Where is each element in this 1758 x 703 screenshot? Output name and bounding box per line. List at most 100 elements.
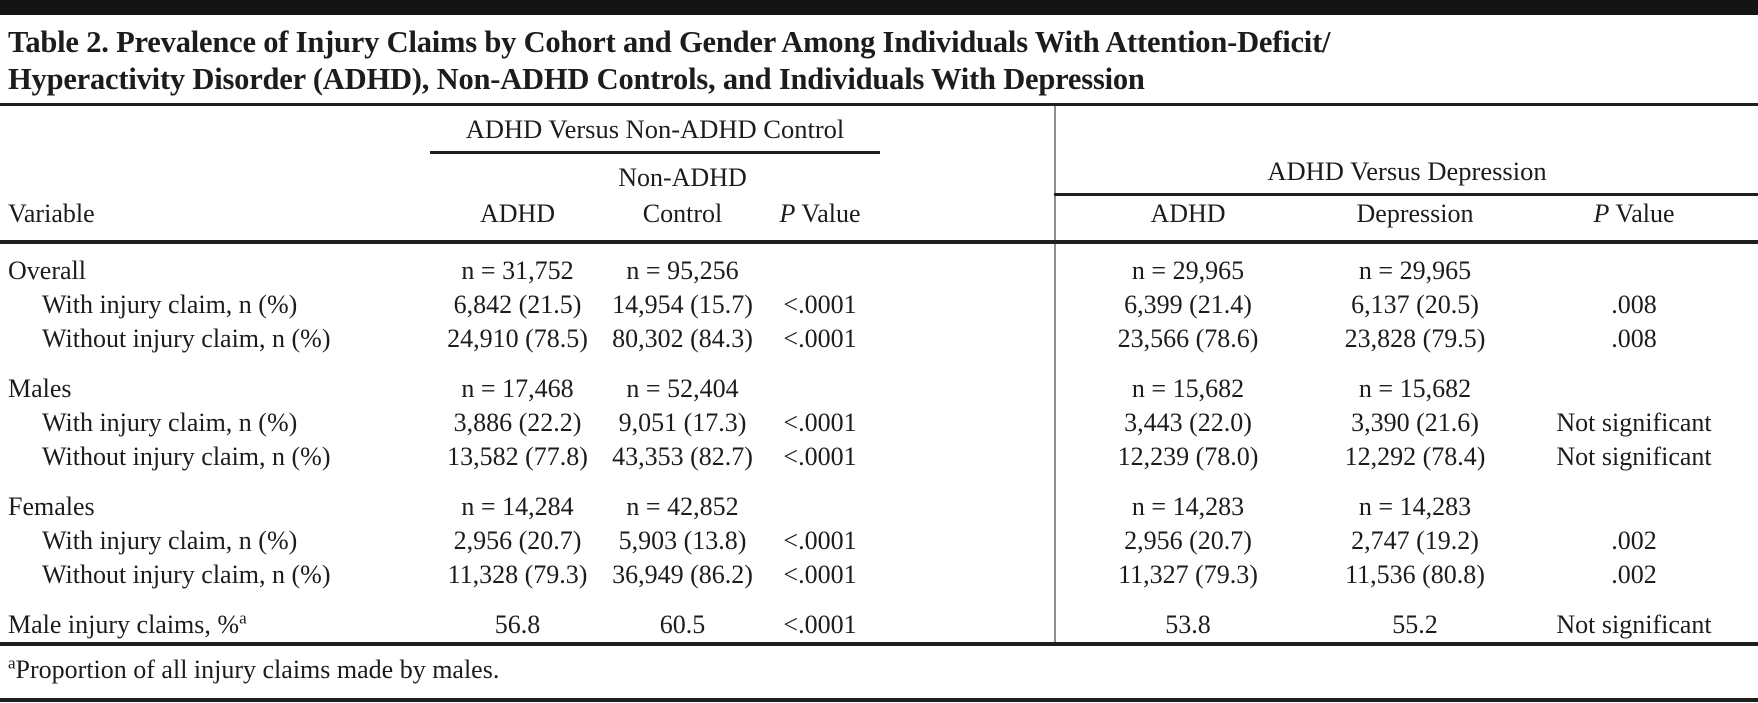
row-label: With injury claim, n (%) — [42, 525, 298, 555]
table-row-overall-with-claim: With injury claim, n (%) 6,842 (21.5) 14… — [0, 287, 1758, 322]
data-cell: 6,399 (21.4) — [1124, 289, 1252, 319]
data-cell: n = 15,682 — [1358, 373, 1472, 403]
data-cell: 11,328 (79.3) — [447, 559, 588, 589]
table-row-females: Females n = 14,284 n = 42,852 n = 14,283… — [0, 473, 1758, 524]
data-cell: 14,954 (15.7) — [612, 289, 753, 319]
data-cell: n = 14,283 — [1358, 491, 1472, 521]
table-row-overall-without-claim: Without injury claim, n (%) 24,910 (78.5… — [0, 321, 1758, 356]
section-divider-cell — [880, 106, 1056, 152]
data-cell: 53.8 — [1165, 609, 1211, 639]
data-cell: <.0001 — [783, 609, 857, 639]
pvalue-p-italic: P — [1593, 198, 1610, 228]
table-row-females-with-claim: With injury claim, n (%) 2,956 (20.7) 5,… — [0, 523, 1758, 558]
data-cell: 6,137 (20.5) — [1351, 289, 1479, 319]
data-cell: n = 15,682 — [1131, 373, 1245, 403]
table-title-line2: Hyperactivity Disorder (ADHD), Non-ADHD … — [8, 62, 1145, 96]
column-header-pvalue-right: P Value — [1510, 194, 1758, 244]
section-divider-cell — [880, 523, 1056, 558]
data-cell: 6,842 (21.5) — [453, 289, 582, 319]
column-header-pvalue-left: P Value — [760, 152, 880, 244]
pvalue-word: Value — [1609, 198, 1675, 228]
data-cell: 5,903 (13.8) — [618, 525, 747, 555]
data-cell: 2,747 (19.2) — [1351, 525, 1479, 555]
data-cell: 3,886 (22.2) — [453, 407, 582, 437]
data-cell: n = 31,752 — [461, 255, 574, 285]
table-header: ADHD Versus Non-ADHD Control Variable AD… — [0, 106, 1758, 244]
data-cell: n = 29,965 — [1131, 255, 1245, 285]
prevalence-table: ADHD Versus Non-ADHD Control Variable AD… — [0, 106, 1758, 646]
section-divider-cell — [880, 473, 1056, 524]
row-label: Without injury claim, n (%) — [42, 441, 331, 471]
spanner-row-right: Variable ADHD Non-ADHD Control P Value A… — [0, 152, 1758, 244]
column-header-variable: Variable — [0, 152, 430, 244]
table-row-males-without-claim: Without injury claim, n (%) 13,582 (77.8… — [0, 439, 1758, 474]
table-title: Table 2. Prevalence of Injury Claims by … — [0, 15, 1758, 106]
table-body: Overall n = 31,752 n = 95,256 n = 29,965… — [0, 241, 1758, 644]
data-cell: 12,239 (78.0) — [1117, 441, 1259, 471]
row-label: Without injury claim, n (%) — [42, 559, 331, 589]
column-header-non-adhd-line1: Non-ADHD — [618, 162, 747, 192]
data-cell: <.0001 — [783, 525, 857, 555]
data-cell: Not significant — [1556, 407, 1712, 437]
data-cell: <.0001 — [783, 559, 857, 589]
data-cell: 3,390 (21.6) — [1351, 407, 1479, 437]
data-cell: 60.5 — [659, 609, 706, 639]
data-cell: n = 29,965 — [1358, 255, 1472, 285]
section-divider-cell — [880, 152, 1056, 244]
table-footnote: aProportion of all injury claims made by… — [0, 646, 1758, 692]
data-cell: .008 — [1611, 289, 1657, 319]
row-label: Females — [8, 491, 95, 521]
section-divider-cell — [880, 321, 1056, 356]
footnote-text: Proportion of all injury claims made by … — [15, 654, 500, 684]
section-divider-cell — [880, 355, 1056, 406]
table-row-overall: Overall n = 31,752 n = 95,256 n = 29,965… — [0, 241, 1758, 288]
data-cell: 3,443 (22.0) — [1124, 407, 1252, 437]
row-label: Overall — [8, 255, 86, 285]
section-divider-cell — [880, 405, 1056, 440]
column-header-adhd-right: ADHD — [1055, 194, 1320, 244]
data-cell: 23,828 (79.5) — [1344, 323, 1486, 353]
data-cell: 9,051 (17.3) — [618, 407, 747, 437]
subheader-row-right: ADHD Depression P Value — [0, 194, 1758, 244]
column-header-non-adhd-control: Non-ADHD Control — [605, 152, 760, 244]
table-title-line1: Table 2. Prevalence of Injury Claims by … — [8, 25, 1331, 59]
table-row-males: Males n = 17,468 n = 52,404 n = 15,682 n… — [0, 355, 1758, 406]
data-cell: Not significant — [1556, 441, 1712, 471]
data-cell: 13,582 (77.8) — [447, 441, 588, 471]
spanner-adhd-vs-control: ADHD Versus Non-ADHD Control — [430, 106, 880, 154]
table-row-females-without-claim: Without injury claim, n (%) 11,328 (79.3… — [0, 557, 1758, 592]
pvalue-word: Value — [795, 198, 861, 228]
data-cell: n = 95,256 — [626, 255, 739, 285]
section-divider-cell — [880, 241, 1056, 288]
data-cell: .002 — [1611, 559, 1657, 589]
row-label: With injury claim, n (%) — [42, 289, 298, 319]
column-header-depression: Depression — [1320, 194, 1510, 244]
data-cell: n = 14,283 — [1131, 491, 1245, 521]
data-cell: n = 42,852 — [626, 491, 739, 521]
data-cell: 43,353 (82.7) — [612, 441, 753, 471]
data-cell: 56.8 — [494, 609, 541, 639]
data-cell: 11,536 (80.8) — [1345, 559, 1485, 589]
data-cell: n = 17,468 — [461, 373, 574, 403]
section-divider-cell — [880, 439, 1056, 474]
data-cell: <.0001 — [783, 441, 857, 471]
data-cell: 80,302 (84.3) — [612, 323, 753, 353]
data-cell — [760, 474, 880, 524]
header-empty-cell — [0, 106, 430, 152]
data-cell: n = 52,404 — [626, 373, 739, 403]
data-cell: 11,327 (79.3) — [1118, 559, 1258, 589]
column-header-non-adhd-line2: Control — [642, 198, 723, 228]
data-cell: 2,956 (20.7) — [1124, 525, 1252, 555]
data-cell: 36,949 (86.2) — [612, 559, 753, 589]
data-cell — [1510, 242, 1758, 288]
data-cell: <.0001 — [783, 407, 857, 437]
data-cell: <.0001 — [783, 323, 857, 353]
data-cell — [1510, 356, 1758, 406]
data-cell — [1510, 474, 1758, 524]
column-header-adhd-left: ADHD — [430, 152, 605, 244]
data-cell — [760, 242, 880, 288]
data-cell: n = 14,284 — [461, 491, 574, 521]
table-row-males-with-claim: With injury claim, n (%) 3,886 (22.2) 9,… — [0, 405, 1758, 440]
data-cell — [760, 356, 880, 406]
